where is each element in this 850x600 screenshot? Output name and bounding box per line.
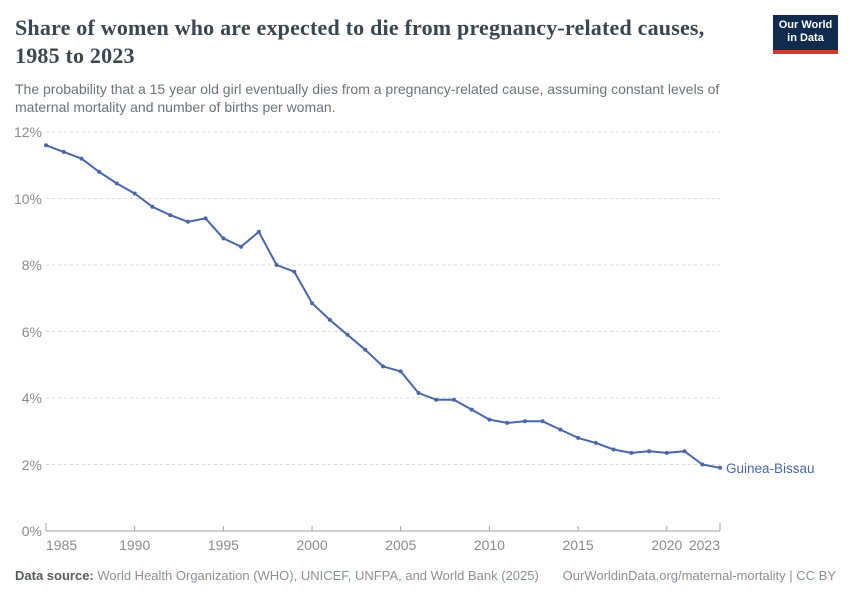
series-entity-label: Guinea-Bissau <box>726 460 815 476</box>
x-tick-label: 1985 <box>46 537 78 553</box>
chart-footer: Data source: World Health Organization (… <box>15 568 836 583</box>
y-tick-label: 10% <box>13 190 42 207</box>
x-tick-label: 2010 <box>473 537 505 553</box>
owid-logo-line1: Our World <box>778 19 833 31</box>
x-tick-label: 2023 <box>688 537 720 553</box>
owid-logo[interactable]: Our World in Data <box>773 15 838 54</box>
x-tick-label: 1990 <box>119 537 151 553</box>
x-tick-label: 2000 <box>296 537 328 553</box>
y-tick-label: 4% <box>21 390 42 406</box>
x-tick-label: 1995 <box>207 537 239 553</box>
credit-link[interactable]: OurWorldinData.org/maternal-mortality | … <box>562 568 836 583</box>
y-tick-label: 6% <box>21 323 42 340</box>
data-source-value: World Health Organization (WHO), UNICEF,… <box>93 568 539 583</box>
x-tick-label: 2015 <box>562 537 594 553</box>
data-source-text: Data source: World Health Organization (… <box>15 568 539 583</box>
y-tick-label: 0% <box>21 523 42 539</box>
y-tick-label: 2% <box>21 456 42 473</box>
owid-logo-line2: in Data <box>787 32 824 44</box>
chart-title: Share of women who are expected to die f… <box>15 15 705 68</box>
chart-subtitle: The probability that a 15 year old girl … <box>15 81 720 115</box>
x-tick-label: 2005 <box>385 537 417 553</box>
y-tick-label: 8% <box>21 257 42 273</box>
data-source-label: Data source: <box>15 568 94 583</box>
y-tick-label: 12% <box>13 124 42 140</box>
x-tick-label: 2020 <box>651 537 683 553</box>
